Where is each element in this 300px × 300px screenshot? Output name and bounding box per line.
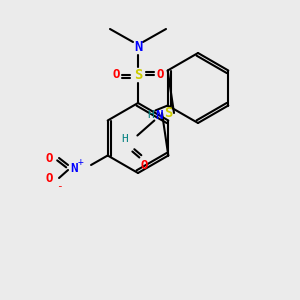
Text: O: O: [141, 159, 148, 172]
Text: N: N: [156, 109, 163, 122]
Text: H: H: [121, 134, 128, 143]
Text: S: S: [134, 68, 142, 82]
Text: -: -: [56, 181, 62, 191]
Text: H: H: [147, 110, 154, 121]
Text: +: +: [78, 157, 84, 167]
Text: O: O: [156, 68, 164, 82]
Text: N: N: [134, 40, 142, 54]
Text: O: O: [45, 152, 53, 164]
Text: S: S: [164, 106, 172, 120]
Text: O: O: [45, 172, 53, 184]
Text: N: N: [70, 161, 78, 175]
Text: O: O: [112, 68, 120, 82]
